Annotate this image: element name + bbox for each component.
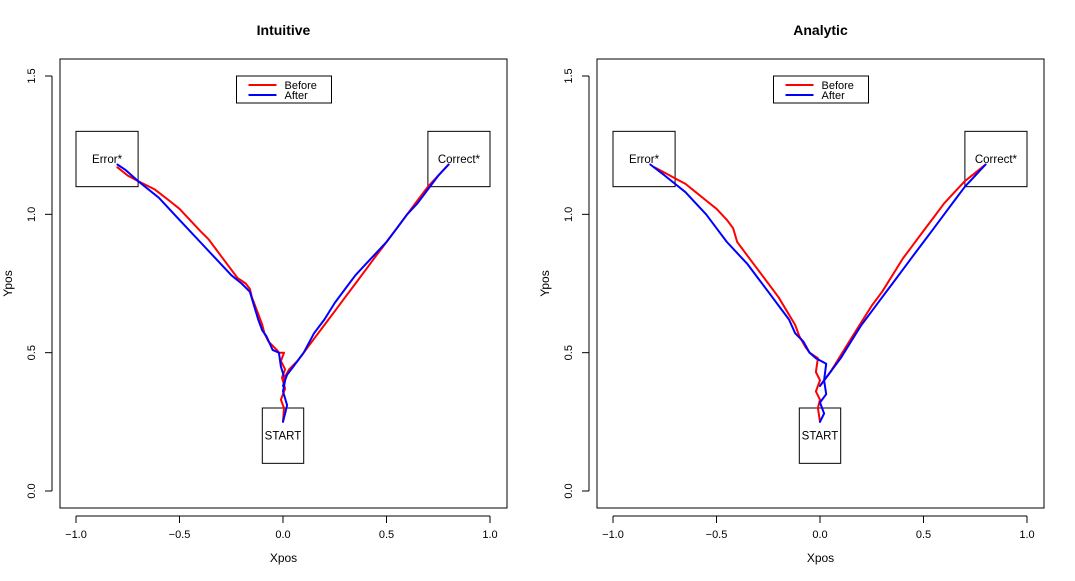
legend-label-before: Before xyxy=(822,80,854,92)
y-axis-label: Ypos xyxy=(538,270,552,296)
y-tick-label: 1.5 xyxy=(563,68,575,83)
box-label-correct: Correct* xyxy=(975,154,1018,166)
legend-label-after: After xyxy=(822,90,846,102)
x-tick-label: 0.5 xyxy=(379,529,394,541)
y-axis-label: Ypos xyxy=(1,270,15,296)
box-label-error: Error* xyxy=(92,154,123,166)
x-tick-label: 1.0 xyxy=(1019,529,1034,541)
plot-frame xyxy=(596,58,1045,509)
x-tick-label: 1.0 xyxy=(482,529,497,541)
y-tick-label: 0.0 xyxy=(26,483,38,498)
x-axis-label: Xpos xyxy=(807,551,834,565)
series-line-before xyxy=(116,166,287,423)
box-label-start: START xyxy=(265,431,302,443)
series-line-before xyxy=(653,166,821,423)
chart-panel-intuitive: Intuitive −1.0 −0.5 0.0 0.5 1.0 Xpos 0.0 0.5 1.0 1… xyxy=(1,22,508,565)
legend-label-before: Before xyxy=(285,80,317,92)
box-error xyxy=(75,130,139,188)
box-correct xyxy=(964,130,1028,188)
box-error xyxy=(612,130,676,188)
box-start xyxy=(798,407,842,464)
chart-panel-analytic: Analytic −1.0 −0.5 0.0 0.5 1.0 Xpos 0.0 0.5 1.0 1.… xyxy=(538,22,1045,565)
series-line-before xyxy=(282,163,450,382)
y-tick-label: 0.5 xyxy=(26,345,38,360)
x-tick-label: 0.0 xyxy=(275,529,290,541)
box-correct xyxy=(427,130,491,188)
y-tick-label: 0.5 xyxy=(563,345,575,360)
series-line-before xyxy=(819,163,987,387)
chart-title: Analytic xyxy=(793,22,848,38)
x-tick-label: 0.5 xyxy=(916,529,931,541)
box-label-start: START xyxy=(802,431,839,443)
chart-title: Intuitive xyxy=(257,22,311,38)
plot-frame xyxy=(59,58,508,509)
legend-box xyxy=(236,75,332,104)
series-line-after xyxy=(819,163,987,387)
legend-box xyxy=(773,75,869,104)
box-label-correct: Correct* xyxy=(438,154,481,166)
box-label-error: Error* xyxy=(629,154,660,166)
series-line-after xyxy=(282,163,450,387)
x-tick-label: −1.0 xyxy=(602,529,624,541)
x-tick-label: 0.0 xyxy=(812,529,827,541)
y-tick-label: 1.0 xyxy=(26,207,38,222)
y-tick-label: 0.0 xyxy=(563,483,575,498)
series-line-after xyxy=(116,163,289,423)
y-tick-label: 1.5 xyxy=(26,68,38,83)
series-line-after xyxy=(649,163,828,423)
x-tick-label: −0.5 xyxy=(706,529,728,541)
x-tick-label: −1.0 xyxy=(65,529,87,541)
y-tick-label: 1.0 xyxy=(563,207,575,222)
legend-label-after: After xyxy=(285,90,309,102)
x-axis-label: Xpos xyxy=(270,551,297,565)
x-tick-label: −0.5 xyxy=(169,529,191,541)
